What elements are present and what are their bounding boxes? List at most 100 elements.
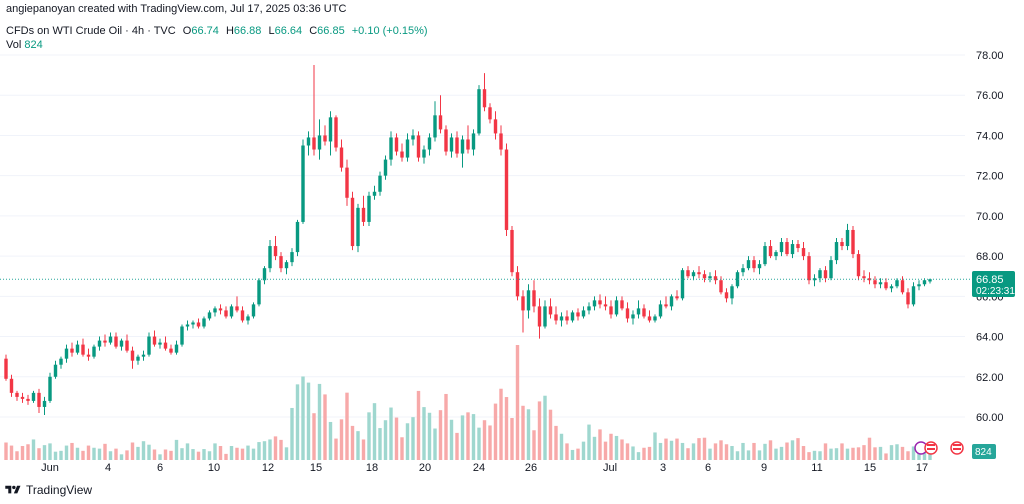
candle-body [31, 392, 36, 401]
price-tick-label: 68.00 [976, 251, 1004, 263]
volume-bar [548, 409, 553, 460]
volume-bar [163, 449, 168, 460]
volume-bar [653, 432, 657, 460]
volume-bar [614, 435, 619, 460]
volume-bar [53, 451, 58, 460]
candle-body [202, 318, 206, 327]
candle-body [922, 280, 927, 285]
price-axis[interactable]: 78.0076.0074.0072.0070.0068.0066.0064.00… [976, 50, 1004, 424]
candle-body [884, 282, 888, 289]
symbol-name[interactable]: CFDs on WTI Crude Oil · 4h · TVC [6, 25, 176, 37]
volume-bar [383, 420, 388, 460]
volume-bar [103, 443, 107, 460]
volume-bar [768, 440, 773, 460]
candle-body [812, 278, 817, 281]
tradingview-logo-icon [5, 485, 21, 494]
volume-bar [823, 443, 828, 460]
candle-body [664, 304, 668, 307]
volume-bar [642, 447, 646, 460]
candle-body [878, 282, 883, 285]
volume-bar [488, 425, 492, 460]
candle-body [64, 348, 69, 359]
candle-body [444, 129, 448, 152]
candle-body [438, 115, 443, 130]
volume-bar [680, 442, 685, 460]
volume-bar [851, 447, 855, 460]
volume-bar [840, 443, 844, 460]
symbol-legend[interactable]: CFDs on WTI Crude Oil · 4h · TVC O66.74 … [6, 24, 428, 52]
event-flags[interactable] [914, 441, 964, 455]
volume-bar [790, 440, 795, 460]
candle-body [306, 137, 311, 146]
candle-body [680, 270, 685, 299]
volume-bar [862, 445, 866, 460]
time-tick-label: 11 [811, 462, 822, 474]
volume-bar [81, 450, 85, 460]
candle-body [81, 344, 85, 355]
price-tick-label: 74.00 [976, 130, 1004, 142]
price-tick-label: 78.00 [976, 50, 1004, 62]
volume-bar [323, 394, 327, 460]
volume-bar [372, 403, 377, 460]
volume-bar [262, 441, 267, 460]
volume-bar [246, 445, 250, 460]
volume-bar [422, 407, 426, 460]
volume-bar [191, 449, 195, 460]
candle-body [37, 392, 41, 407]
candle-body [301, 145, 305, 222]
time-tick-label: 10 [208, 462, 220, 474]
time-axis[interactable]: Jun 4 6 10 12 15 18 20 24 26 Jul 3 6 9 11 15 17 [41, 462, 928, 474]
candle-body [801, 248, 806, 257]
volume-bar [526, 409, 531, 460]
candle-body [785, 242, 789, 255]
candle-body [334, 117, 338, 148]
candle-body [856, 254, 861, 277]
candle-body [53, 364, 58, 377]
candle-body [625, 308, 630, 319]
volume-bar [636, 452, 641, 460]
candle-body [339, 147, 344, 168]
volume-badge-value: 824 [975, 447, 992, 458]
footer-brand[interactable]: TradingView [4, 483, 92, 497]
candle-body [86, 354, 91, 357]
volume-bar [42, 445, 47, 460]
candle-body [471, 133, 476, 150]
chart-grid [0, 54, 965, 418]
candle-body [383, 159, 388, 176]
volume-bar [746, 450, 751, 460]
candle-body [724, 292, 729, 299]
candle-body [774, 252, 778, 257]
time-tick-label: Jul [603, 462, 617, 474]
volume-bar [691, 443, 696, 460]
candle-body [361, 207, 366, 222]
volume-bar [889, 445, 894, 460]
volume-bar [796, 438, 800, 460]
volume-bar [537, 401, 542, 460]
volume-badge: 824 [972, 444, 996, 459]
candle-body [9, 378, 14, 393]
time-tick-label: 15 [864, 462, 876, 474]
volume-bar [631, 446, 635, 460]
volume-bar [686, 448, 690, 460]
time-tick-label: 15 [310, 462, 322, 474]
candle-body [235, 306, 239, 311]
high-value: 66.88 [233, 25, 262, 37]
candle-body [20, 396, 25, 399]
volume-bar [559, 433, 564, 460]
volume-bar [218, 446, 223, 460]
open-value: 66.74 [191, 25, 219, 37]
volume-bar [812, 450, 817, 460]
candle-body [185, 324, 190, 327]
volume-bar [196, 451, 201, 460]
candle-body [394, 137, 399, 152]
candle-body [900, 280, 905, 293]
volume-bar [378, 428, 382, 460]
candle-body [180, 326, 184, 345]
candle-body [521, 296, 525, 311]
candle-body [196, 322, 201, 327]
candle-body [768, 246, 773, 257]
candle-body [92, 346, 96, 357]
candle-body [136, 356, 140, 361]
volume-bar [504, 397, 509, 460]
